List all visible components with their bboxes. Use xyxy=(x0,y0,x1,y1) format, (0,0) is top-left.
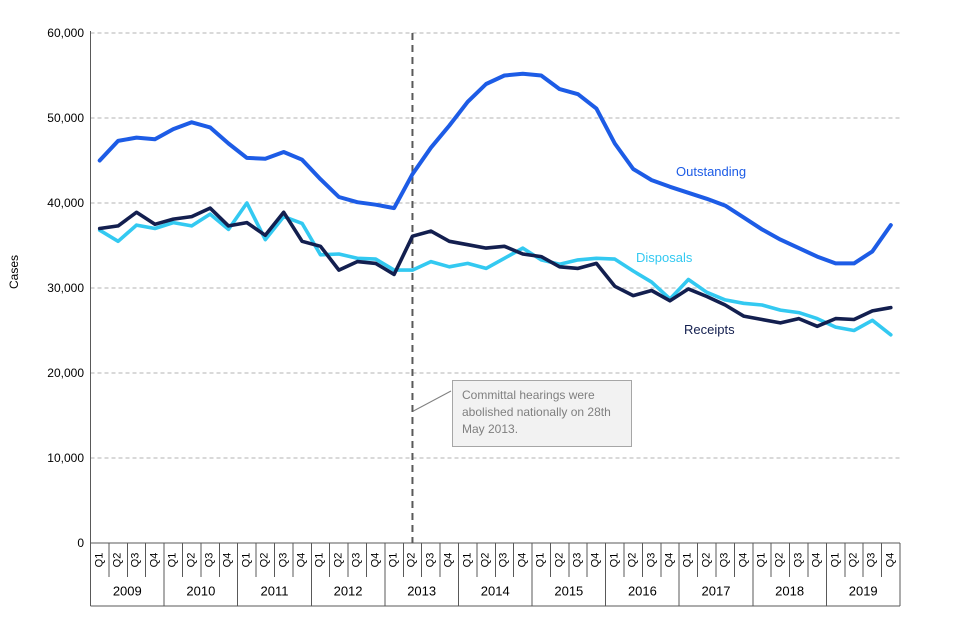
annotation-box: Committal hearings were abolished nation… xyxy=(452,380,632,448)
x-quarter-label: Q2 xyxy=(332,552,345,568)
x-quarter-label: Q2 xyxy=(405,552,418,568)
x-quarter-label: Q2 xyxy=(479,552,492,568)
x-quarter-label: Q3 xyxy=(792,552,805,568)
x-quarter-label: Q4 xyxy=(295,552,308,568)
x-quarter-label: Q1 xyxy=(387,552,400,568)
y-tick-label: 60,000 xyxy=(47,26,84,40)
x-quarter-label: Q1 xyxy=(755,552,768,568)
series-line-disposals xyxy=(97,201,893,337)
y-tick-label: 40,000 xyxy=(47,196,84,210)
x-year-label: 2015 xyxy=(554,583,584,599)
x-quarter-label: Q3 xyxy=(865,552,878,568)
x-quarter-label: Q3 xyxy=(203,552,216,568)
x-quarter-label: Q2 xyxy=(700,552,713,568)
x-quarter-label: Q4 xyxy=(663,552,676,568)
x-quarter-label: Q4 xyxy=(589,552,602,568)
series-line-outstanding xyxy=(97,71,893,266)
series-label-receipts: Receipts xyxy=(684,322,735,337)
x-quarter-label: Q4 xyxy=(221,552,234,568)
x-year-label: 2009 xyxy=(112,583,142,599)
y-tick-label: 20,000 xyxy=(47,366,84,380)
annotation-callout-line xyxy=(413,390,452,412)
x-quarter-label: Q2 xyxy=(185,552,198,568)
x-year-label: 2010 xyxy=(186,583,216,599)
x-quarter-label: Q1 xyxy=(608,552,621,568)
x-quarter-label: Q4 xyxy=(442,552,455,568)
x-quarter-label: Q3 xyxy=(350,552,363,568)
x-year-label: 2019 xyxy=(848,583,878,599)
x-year-label: 2016 xyxy=(627,583,657,599)
x-quarter-label: Q1 xyxy=(534,552,547,568)
x-quarter-label: Q1 xyxy=(829,552,842,568)
x-year-label: 2017 xyxy=(701,583,731,599)
x-year-label: 2013 xyxy=(407,583,437,599)
x-quarter-label: Q4 xyxy=(516,552,529,568)
x-quarter-label: Q2 xyxy=(626,552,639,568)
y-tick-label: 10,000 xyxy=(47,451,84,465)
x-quarter-label: Q4 xyxy=(369,552,382,568)
y-tick-label: 0 xyxy=(77,536,84,550)
x-quarter-label: Q4 xyxy=(737,552,750,568)
x-quarter-label: Q2 xyxy=(111,552,124,568)
x-quarter-label: Q1 xyxy=(93,552,106,568)
x-quarter-label: Q3 xyxy=(497,552,510,568)
y-tick-label: 50,000 xyxy=(47,111,84,125)
y-axis-title: Cases xyxy=(7,255,21,290)
x-quarter-label: Q3 xyxy=(718,552,731,568)
x-quarter-label: Q1 xyxy=(240,552,253,568)
x-year-label: 2012 xyxy=(333,583,363,599)
y-tick-label: 30,000 xyxy=(47,281,84,295)
x-quarter-label: Q3 xyxy=(424,552,437,568)
x-quarter-label: Q4 xyxy=(884,552,897,568)
x-quarter-label: Q1 xyxy=(681,552,694,568)
x-year-label: 2011 xyxy=(260,583,289,599)
x-year-label: 2014 xyxy=(480,583,510,599)
series-line-receipts xyxy=(97,206,893,329)
x-year-label: 2018 xyxy=(775,583,805,599)
x-quarter-label: Q3 xyxy=(277,552,290,568)
x-quarter-label: Q1 xyxy=(166,552,179,568)
x-quarter-label: Q2 xyxy=(258,552,271,568)
x-quarter-label: Q3 xyxy=(645,552,658,568)
x-quarter-label: Q1 xyxy=(461,552,474,568)
x-quarter-label: Q2 xyxy=(847,552,860,568)
series-label-outstanding: Outstanding xyxy=(676,164,747,179)
x-quarter-label: Q1 xyxy=(313,552,326,568)
series-label-disposals: Disposals xyxy=(636,250,693,265)
annotation-text: Committal hearings were abolished nation… xyxy=(462,388,611,437)
x-quarter-label: Q3 xyxy=(571,552,584,568)
x-quarter-label: Q3 xyxy=(129,552,142,568)
x-quarter-label: Q2 xyxy=(553,552,566,568)
x-quarter-label: Q4 xyxy=(810,552,823,568)
x-quarter-label: Q4 xyxy=(148,552,161,568)
x-quarter-label: Q2 xyxy=(773,552,786,568)
